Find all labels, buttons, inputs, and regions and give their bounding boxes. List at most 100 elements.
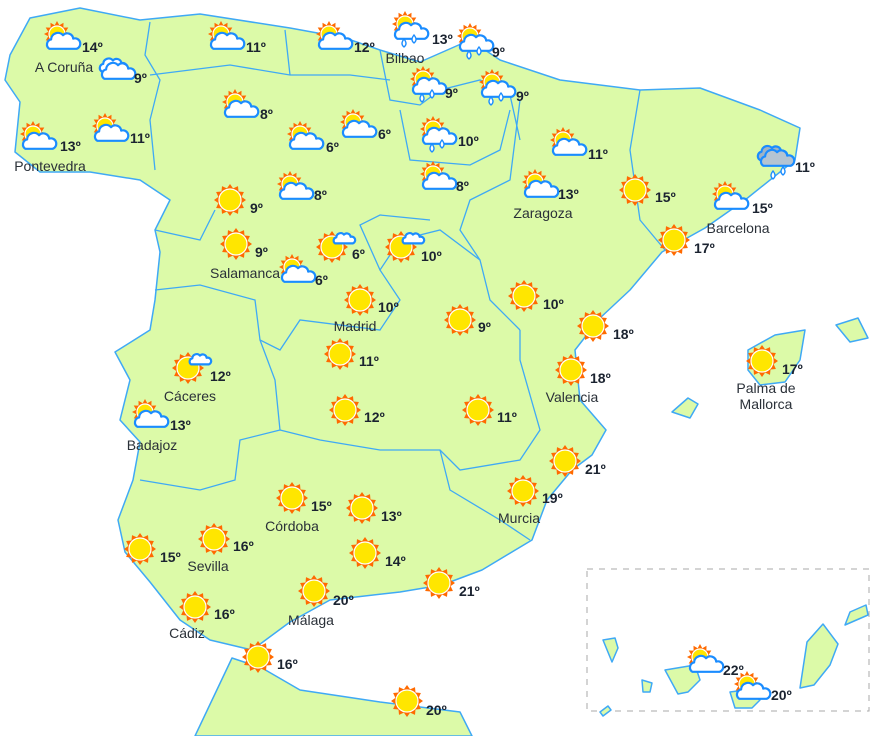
sun-icon (507, 475, 539, 507)
cloud-shape (188, 353, 213, 366)
temperature-label: 14º (385, 553, 406, 569)
sun-cloud-icon (20, 121, 58, 150)
cloud-shape (480, 79, 517, 98)
temperature-label: 17º (694, 240, 715, 256)
rain-drop (780, 165, 786, 176)
city-label: A Coruña (34, 59, 94, 75)
sun-icon (508, 280, 540, 312)
weather-icons (20, 11, 796, 717)
city-label: Sevilla (187, 558, 229, 574)
cloud-shape (759, 148, 796, 167)
sun-disc (350, 496, 374, 520)
city-label: Cáceres (163, 388, 217, 404)
cloud-shape (45, 31, 82, 50)
sun-icon (329, 394, 361, 426)
cloud-shape (411, 76, 448, 95)
sun-cloud-rain-icon (479, 69, 517, 106)
temperature-label: 10º (378, 299, 399, 315)
sun-disc (224, 232, 248, 256)
cloud-shape (100, 61, 137, 80)
sun-icon (344, 284, 376, 316)
temperature-label: 20º (771, 687, 792, 703)
temperature-label: 21º (585, 461, 606, 477)
sun-disc (448, 308, 472, 332)
cloud-shape (551, 137, 588, 156)
temperature-label: 15º (160, 549, 181, 565)
sun-disc (183, 595, 207, 619)
temperature-label: 8º (314, 187, 327, 203)
temperature-label: 13º (170, 417, 191, 433)
city-label: Málaga (288, 612, 334, 628)
temperature-label: 10º (458, 133, 479, 149)
city-label: Murcia (497, 510, 541, 526)
canary-islands (586, 568, 870, 717)
sun-disc (246, 645, 270, 669)
sun-disc (280, 486, 304, 510)
temperature-label: 9º (134, 70, 147, 86)
sun-icon (462, 394, 494, 426)
temperature-label: 16º (277, 656, 298, 672)
sun-icon (276, 482, 308, 514)
cloud-shape (341, 119, 378, 138)
temperature-label: 11º (497, 409, 517, 425)
rain-drop (488, 95, 494, 106)
temperature-label: 13º (558, 186, 579, 202)
temperature-label: 18º (590, 370, 611, 386)
rain-drop (498, 91, 504, 102)
cloud-icon (98, 57, 137, 80)
sun-icon (444, 304, 476, 336)
canary-inset-frame (586, 568, 870, 712)
temperature-label: 18º (613, 326, 634, 342)
temperature-label: 14º (82, 39, 103, 55)
sun-cloud-icon (734, 671, 772, 700)
temperature-label: 10º (543, 296, 564, 312)
city-label: Madrid (333, 318, 377, 334)
sun-cloud-icon (420, 161, 458, 190)
sun-disc (553, 449, 577, 473)
cloud-shape (458, 33, 495, 52)
sun-disc (559, 358, 583, 382)
storm-cloud-rain-icon (756, 144, 796, 180)
sun-icon (298, 575, 330, 607)
cloud-shape (401, 232, 426, 245)
sun-disc (750, 349, 774, 373)
city-label: Salamanca (209, 265, 281, 281)
sun-disc (512, 284, 536, 308)
temperature-label: 11º (795, 159, 815, 175)
sun-cloud-icon (222, 89, 260, 118)
rain-drop (429, 142, 435, 153)
sun-disc (333, 398, 357, 422)
sun-icon (658, 224, 690, 256)
sun-icon (349, 537, 381, 569)
rain-drop (419, 92, 425, 103)
sun-icon (324, 338, 356, 370)
sun-cloud-rain-icon (457, 23, 495, 60)
sun-disc (218, 188, 242, 212)
sun-disc (395, 689, 419, 713)
city-label: Palma de Mallorca (736, 380, 796, 412)
temperature-label: 6º (378, 126, 391, 142)
sun-cloud-icon (277, 171, 315, 200)
temperature-label: 11º (130, 130, 150, 146)
sun-cloud-rain-icon (420, 116, 458, 153)
temperature-label: 16º (214, 606, 235, 622)
city-label: Córdoba (265, 518, 319, 534)
sun-icon (124, 533, 156, 565)
sun-icon (179, 591, 211, 623)
sun-disc (466, 398, 490, 422)
city-label: Pontevedra (14, 158, 86, 174)
temperature-label: 15º (311, 498, 332, 514)
temperature-label: 20º (426, 702, 447, 718)
cloud-shape (288, 131, 325, 150)
rain-drop (429, 88, 435, 99)
sun-cloud-icon (44, 21, 82, 50)
city-label: Barcelona (706, 220, 770, 236)
sun-icon (746, 345, 778, 377)
temperature-label: 21º (459, 583, 480, 599)
city-label: Cádiz (169, 625, 205, 641)
sun-icon (220, 228, 252, 260)
temperature-label: 9º (478, 319, 491, 335)
city-label: Bilbao (385, 50, 425, 66)
temperature-label: 17º (782, 361, 803, 377)
cloud-shape (21, 131, 58, 150)
